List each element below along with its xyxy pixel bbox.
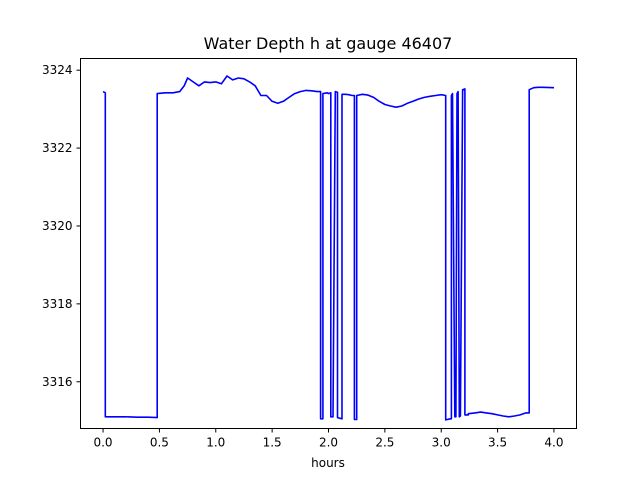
x-tick-label: 0.5 <box>150 436 169 450</box>
x-tick-label: 1.0 <box>206 436 225 450</box>
x-tick-label: 3.5 <box>488 436 507 450</box>
series-layer <box>102 75 555 421</box>
x-tick-label: 2.0 <box>319 436 338 450</box>
x-tick-label: 3.0 <box>432 436 451 450</box>
y-tick-label: 3316 <box>42 375 73 389</box>
x-tick-label: 4.0 <box>544 436 563 450</box>
y-tick-label: 3320 <box>42 219 73 233</box>
series-line-0 <box>102 75 555 421</box>
x-tick-label: 2.5 <box>375 436 394 450</box>
y-tick-label: 3324 <box>42 63 73 77</box>
chart-title: Water Depth h at gauge 46407 <box>204 34 453 53</box>
plot-frame <box>80 58 577 429</box>
x-tick-label: 1.5 <box>263 436 282 450</box>
y-tick-label: 3318 <box>42 297 73 311</box>
x-axis-label: hours <box>311 456 345 470</box>
y-axis: 3316 3318 3320 3322 3324 <box>42 63 81 389</box>
x-tick-label: 0.0 <box>93 436 112 450</box>
y-tick-label: 3322 <box>42 141 73 155</box>
x-axis: 0.0 0.5 1.0 1.5 2.0 2.5 3.0 3.5 4.0 <box>93 428 564 450</box>
